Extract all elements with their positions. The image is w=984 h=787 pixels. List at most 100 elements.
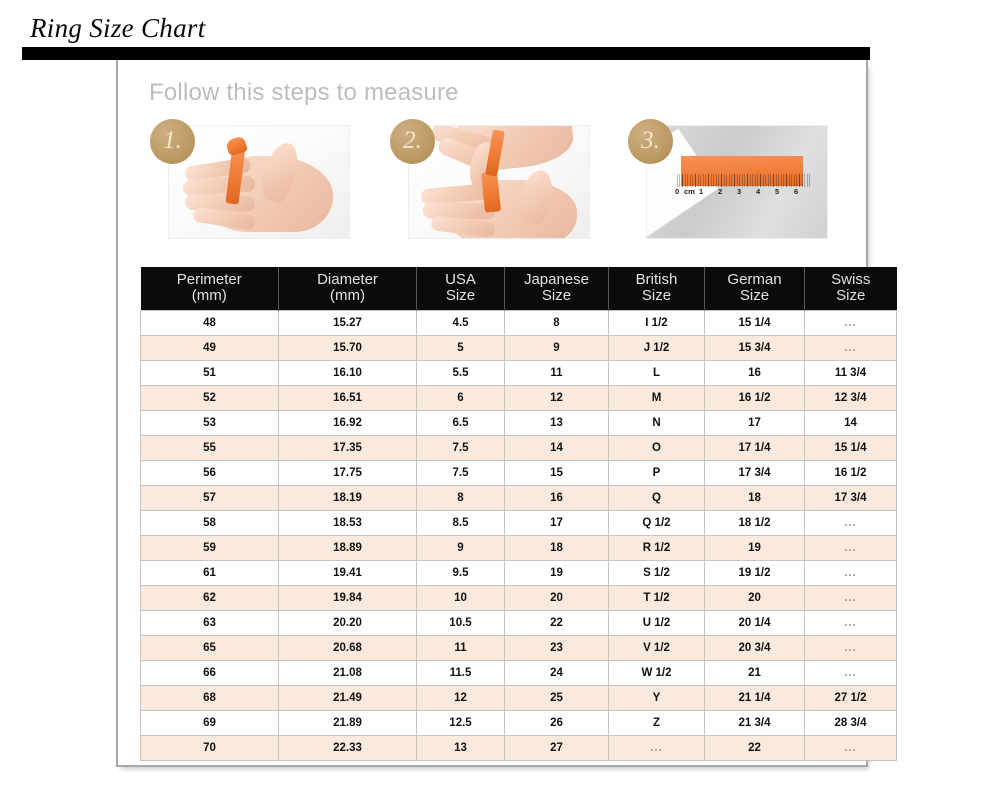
table-row: 68 21.49 12 25 Y 21 1/4 27 1/2 xyxy=(140,685,897,712)
table-cell: 20.20 xyxy=(278,610,417,637)
table-cell: 24 xyxy=(504,660,609,687)
table-cell: 51 xyxy=(140,360,279,387)
table-cell: 15 xyxy=(504,460,609,487)
table-cell: 16.92 xyxy=(278,410,417,437)
table-cell: 20.68 xyxy=(278,635,417,662)
ring-size-table: Perimeter (mm) Diameter (mm) USA Size Ja… xyxy=(140,267,897,762)
column-header-japanese: Japanese Size xyxy=(504,267,609,311)
table-cell: 68 xyxy=(140,685,279,712)
header-line-1: Diameter xyxy=(317,271,378,288)
header-line-2: (mm) xyxy=(330,287,365,305)
table-cell: U 1/2 xyxy=(608,610,705,637)
table-row: 59 18.89 9 18 R 1/2 19... xyxy=(140,535,897,562)
table-cell: 4.5 xyxy=(416,310,505,337)
table-row: 62 19.84 10 20 T 1/2 20... xyxy=(140,585,897,612)
header-line-1: Swiss xyxy=(831,271,871,288)
table-cell: 55 xyxy=(140,435,279,462)
steps-heading: Follow this steps to measure xyxy=(149,79,459,106)
table-row: 57 18.19 8 16 Q 18 17 3/4 xyxy=(140,485,897,512)
table-cell: 48 xyxy=(140,310,279,337)
header-line-1: Japanese xyxy=(523,271,590,288)
table-row: 51 16.10 5.5 11 L 16 11 3/4 xyxy=(140,360,897,387)
table-cell: O xyxy=(608,435,705,462)
header-line-2: Size xyxy=(641,287,672,305)
table-cell: 49 xyxy=(140,335,279,362)
table-cell: 70 xyxy=(140,735,279,762)
ruler-label: 6 xyxy=(794,187,799,196)
table-cell: ... xyxy=(804,335,897,362)
table-cell: 19 xyxy=(704,535,805,562)
table-cell: 26 xyxy=(504,710,609,737)
table-cell: 58 xyxy=(140,510,279,537)
ruler-label: 3 xyxy=(737,187,742,196)
table-header-row: Perimeter (mm) Diameter (mm) USA Size Ja… xyxy=(140,267,897,311)
table-cell: 19.84 xyxy=(278,585,417,612)
table-cell: W 1/2 xyxy=(608,660,705,687)
column-header-swiss: Swiss Size xyxy=(804,267,897,311)
table-cell: 63 xyxy=(140,610,279,637)
table-cell: 21 3/4 xyxy=(704,710,805,737)
column-header-diameter: Diameter (mm) xyxy=(278,267,417,311)
ruler-label: 5 xyxy=(775,187,780,196)
table-cell: 15.27 xyxy=(278,310,417,337)
step-3: 0 cm 1 2 3 4 5 6 3. xyxy=(628,119,828,241)
table-cell: 17.75 xyxy=(278,460,417,487)
table-cell: 17 3/4 xyxy=(704,460,805,487)
table-cell: 20 1/4 xyxy=(704,610,805,637)
table-row: 52 16.51 6 12 M 16 1/2 12 3/4 xyxy=(140,385,897,412)
table-cell: Q xyxy=(608,485,705,512)
table-cell: 21 1/4 xyxy=(704,685,805,712)
table-cell: 19.41 xyxy=(278,560,417,587)
page-title: Ring Size Chart xyxy=(30,13,206,43)
table-cell: 61 xyxy=(140,560,279,587)
table-cell: ... xyxy=(608,735,705,762)
header-line-1: USA xyxy=(445,271,476,288)
ruler-label: 0 xyxy=(675,187,680,196)
table-cell: L xyxy=(608,360,705,387)
table-cell: 15 1/4 xyxy=(804,435,897,462)
table-cell: 16.51 xyxy=(278,385,417,412)
step-3-photo: 0 cm 1 2 3 4 5 6 xyxy=(646,125,828,239)
table-cell: 17 xyxy=(704,410,805,437)
table-cell: 6 xyxy=(416,385,505,412)
ruler-label: 4 xyxy=(756,187,761,196)
table-cell: 14 xyxy=(804,410,897,437)
table-cell: Q 1/2 xyxy=(608,510,705,537)
column-header-usa: USA Size xyxy=(416,267,505,311)
step-2: 2. xyxy=(390,119,590,241)
table-cell: ... xyxy=(804,310,897,337)
table-cell: N xyxy=(608,410,705,437)
table-cell: 7.5 xyxy=(416,460,505,487)
table-cell: ... xyxy=(804,510,897,537)
table-cell: ... xyxy=(804,585,897,612)
table-cell: 6.5 xyxy=(416,410,505,437)
table-cell: 11 xyxy=(504,360,609,387)
header-line-1: Perimeter xyxy=(176,271,242,288)
table-cell: 13 xyxy=(504,410,609,437)
table-cell: 9.5 xyxy=(416,560,505,587)
ruler-icon xyxy=(677,174,811,187)
table-cell: 11 xyxy=(416,635,505,662)
table-cell: 23 xyxy=(504,635,609,662)
table-cell: 27 xyxy=(504,735,609,762)
table-cell: 8 xyxy=(504,310,609,337)
table-cell: S 1/2 xyxy=(608,560,705,587)
table-cell: 9 xyxy=(504,335,609,362)
table-cell: 20 3/4 xyxy=(704,635,805,662)
header-line-2: (mm) xyxy=(191,287,227,305)
table-cell: 11.5 xyxy=(416,660,505,687)
table-cell: 21.08 xyxy=(278,660,417,687)
table-cell: ... xyxy=(804,635,897,662)
table-row: 55 17.35 7.5 14 O 17 1/4 15 1/4 xyxy=(140,435,897,462)
table-row: 53 16.92 6.5 13 N 17 14 xyxy=(140,410,897,437)
table-row: 63 20.20 10.5 22 U 1/2 20 1/4... xyxy=(140,610,897,637)
table-cell: 27 1/2 xyxy=(804,685,897,712)
table-cell: 59 xyxy=(140,535,279,562)
table-cell: 9 xyxy=(416,535,505,562)
table-cell: 18.19 xyxy=(278,485,417,512)
table-row: 56 17.75 7.5 15 P 17 3/4 16 1/2 xyxy=(140,460,897,487)
header-line-2: Size xyxy=(739,287,770,305)
table-cell: R 1/2 xyxy=(608,535,705,562)
table-cell: 20 xyxy=(704,585,805,612)
table-cell: ... xyxy=(804,660,897,687)
